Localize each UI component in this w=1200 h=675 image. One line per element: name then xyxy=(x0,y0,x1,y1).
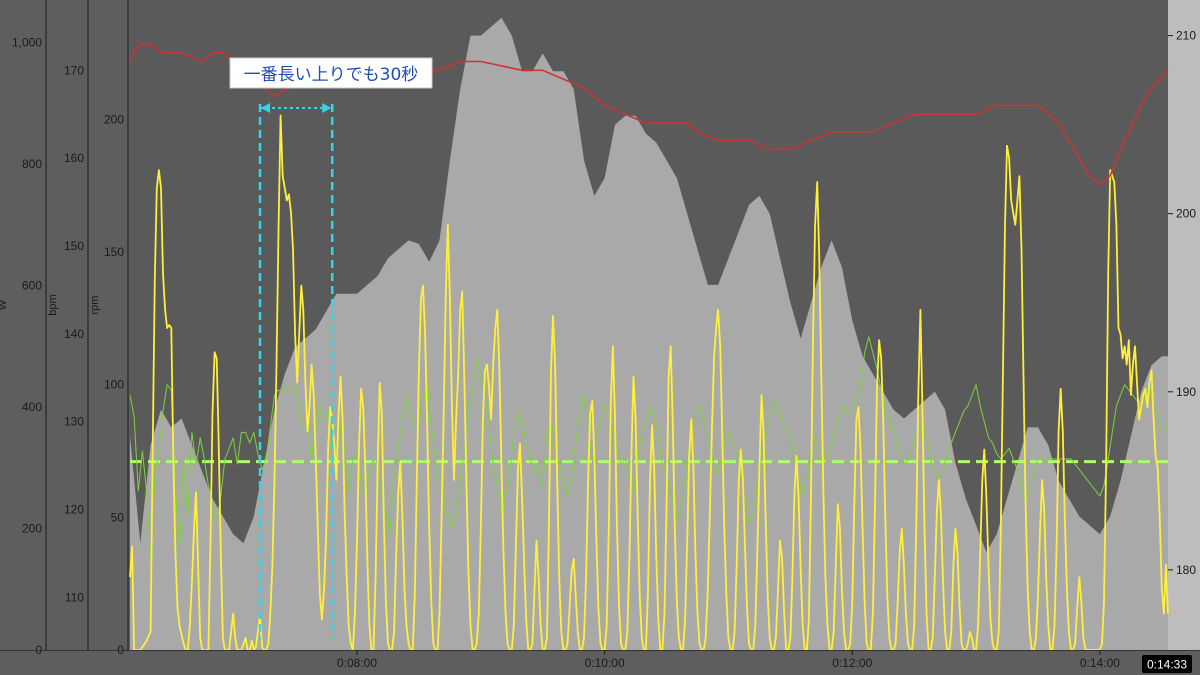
power-tick-label: 800 xyxy=(22,157,42,171)
left-axes: 02004006008001,000W110120130140150160170… xyxy=(0,0,129,657)
time-tick-label: 0:10:00 xyxy=(585,656,625,670)
altitude-tick-label: 180 xyxy=(1176,563,1196,577)
cadence-tick-label: 50 xyxy=(111,510,125,524)
altitude-layer xyxy=(130,17,1168,651)
annotation-box xyxy=(229,57,433,89)
time-tick-label: 0:12:00 xyxy=(832,656,872,670)
right-axis: 180 190 200 210 xyxy=(1168,0,1200,650)
altitude-tick-label: 200 xyxy=(1176,207,1196,221)
cadence-line xyxy=(129,336,1169,558)
cadence-tick-label: 150 xyxy=(104,245,124,259)
end-time-badge: 0:14:33 xyxy=(1142,655,1192,673)
annotation-layer: 一番長い上りでも30秒 xyxy=(229,57,433,640)
annotation-text: 一番長い上りでも30秒 xyxy=(244,65,419,85)
cadence-tick-label: 100 xyxy=(104,378,124,392)
power-tick-label: 400 xyxy=(22,400,42,414)
hr-tick-label: 150 xyxy=(64,239,84,253)
cadence-tick-label: 200 xyxy=(104,112,124,126)
hr-tick-label: 170 xyxy=(64,63,84,77)
altitude-tick-label: 190 xyxy=(1176,385,1196,399)
end-time-background xyxy=(1142,655,1192,673)
power-line xyxy=(129,114,1169,651)
hr-tick-label: 140 xyxy=(64,327,84,341)
power-tick-label: 600 xyxy=(22,279,42,293)
power-tick-label: 1,000 xyxy=(12,36,42,50)
time-tick-label: 0:08:00 xyxy=(337,656,377,670)
altitude-tick-label: 210 xyxy=(1176,29,1196,43)
time-axis: 0:08:00 0:10:00 0:12:00 0:14:00 xyxy=(0,650,1200,670)
annotation-arrow-right xyxy=(322,103,332,113)
power-tick-label: 200 xyxy=(22,522,42,536)
altitude-area xyxy=(130,17,1168,651)
hr-axis-label: bpm xyxy=(47,294,59,315)
hr-tick-label: 160 xyxy=(64,151,84,165)
cadence-axis-label: rpm xyxy=(89,296,101,315)
right-axis-panel xyxy=(1168,0,1200,650)
hr-tick-label: 120 xyxy=(64,502,84,516)
cadence-layer xyxy=(129,336,1169,558)
annotation-arrow-left xyxy=(261,103,271,113)
end-time-label: 0:14:33 xyxy=(1147,658,1187,672)
time-tick-label: 0:14:00 xyxy=(1080,656,1120,670)
power-layer xyxy=(129,114,1169,651)
power-axis-label: W xyxy=(0,299,9,310)
hr-tick-label: 110 xyxy=(65,590,84,604)
hr-tick-label: 130 xyxy=(64,415,84,429)
